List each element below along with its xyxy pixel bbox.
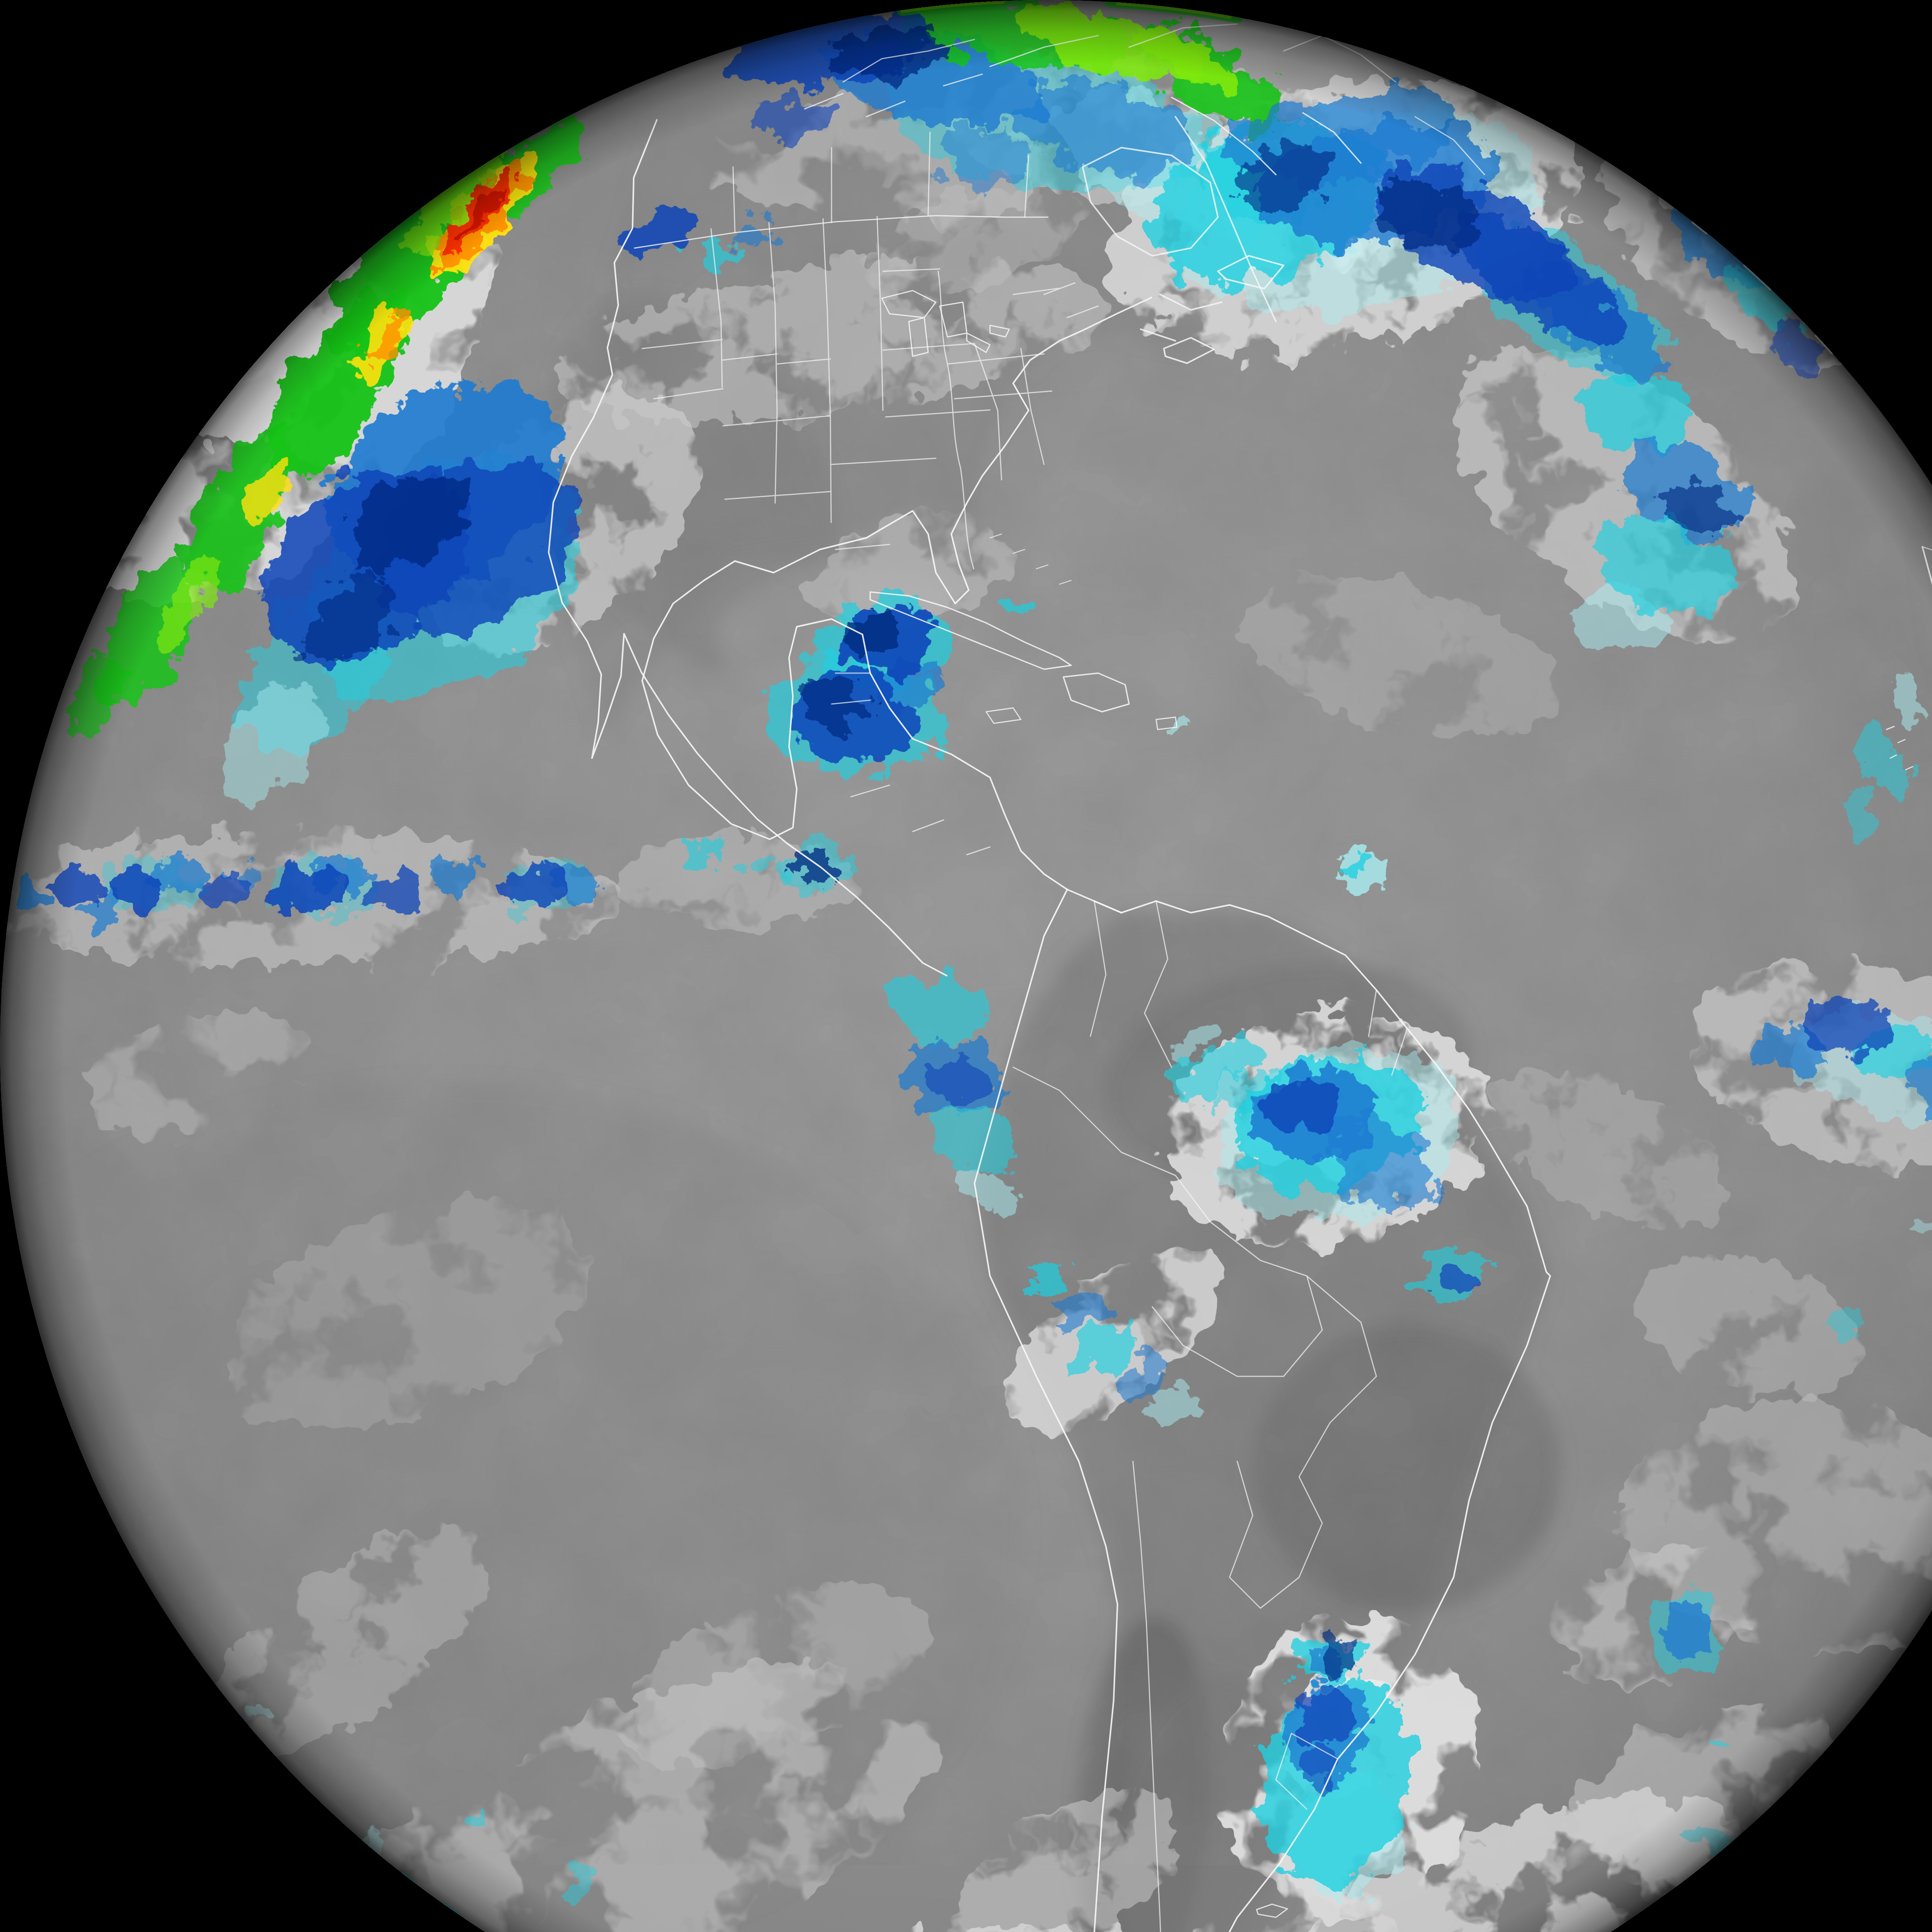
satellite-image-stage bbox=[0, 0, 1932, 1932]
full-disk-satellite-view bbox=[0, 0, 1932, 1932]
